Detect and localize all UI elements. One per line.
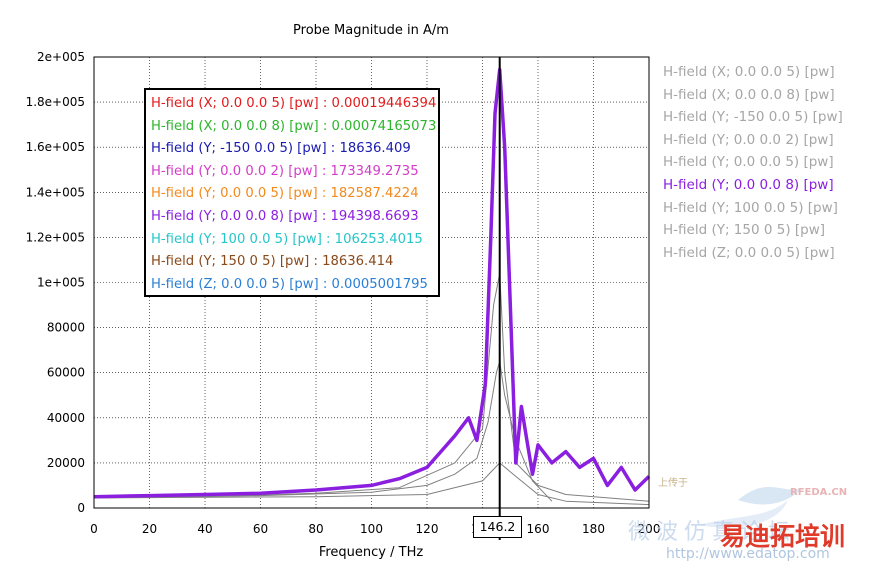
x-tick-label: 40 [197, 522, 212, 536]
y-tick-label: 1e+005 [37, 276, 85, 290]
y-tick-label: 80000 [47, 321, 85, 335]
x-tick-label: 60 [253, 522, 268, 536]
x-tick-label: 0 [90, 522, 98, 536]
y-tick-label: 1.2e+005 [26, 230, 85, 244]
legend-item[interactable]: H-field (Y; 150 0 5) [pw] [663, 222, 826, 239]
x-tick-label: 200 [638, 522, 661, 536]
tooltip-line: H-field (Y; 0.0 0.0 8) [pw] : 194398.669… [151, 208, 419, 224]
legend-item[interactable]: H-field (X; 0.0 0.0 5) [pw] [663, 64, 835, 80]
tooltip-line: H-field (Y; 0.0 0.0 2) [pw] : 173349.273… [151, 163, 419, 179]
legend-item[interactable]: H-field (Y; 0.0 0.0 5) [pw] [663, 154, 834, 171]
legend: H-field (X; 0.0 0.0 5) [pw] H-field (X; 0… [663, 61, 843, 264]
legend-item[interactable]: H-field (Y; 0.0 0.0 2) [pw] [663, 131, 834, 148]
x-tick-label: 20 [142, 522, 157, 536]
plot-frame [93, 56, 650, 509]
y-tick-label: 2e+005 [37, 50, 85, 64]
legend-item[interactable]: H-field (X; 0.0 0.0 8) [pw] [663, 86, 835, 103]
y-tick-label: 40000 [47, 411, 85, 425]
tooltip-line: H-field (Y; -150 0.0 5) [pw] : 18636.409 [151, 141, 411, 157]
x-tick-label: 180 [582, 522, 605, 536]
cursor-value-tooltip: H-field (X; 0.0 0.0 5) [pw] : 0.00019446… [144, 88, 440, 297]
tooltip-line: H-field (Y; 150 0 5) [pw] : 18636.414 [151, 254, 394, 270]
tooltip-line: H-field (Z; 0.0 0.0 5) [pw] : 0.00050017… [151, 276, 428, 292]
x-tick-label: 120 [416, 522, 439, 536]
y-tick-label: 20000 [47, 456, 85, 470]
cursor-frequency-label[interactable]: 146.2 [473, 516, 522, 538]
x-tick-label: 100 [360, 522, 383, 536]
chart-title: Probe Magnitude in A/m [293, 23, 449, 38]
x-axis-ticks: 020406080100120140160180200 [90, 522, 660, 536]
y-tick-label: 1.8e+005 [26, 95, 85, 109]
legend-item[interactable]: H-field (Z; 0.0 0.0 5) [pw] [663, 244, 835, 261]
y-tick-label: 0 [77, 501, 85, 515]
legend-item[interactable]: H-field (Y; 0.0 0.0 8) [pw] [663, 176, 834, 193]
tooltip-line: H-field (Y; 0.0 0.0 5) [pw] : 182587.422… [151, 186, 419, 202]
x-axis-label: Frequency / THz [319, 545, 424, 560]
tooltip-line: H-field (X; 0.0 0.0 8) [pw] : 0.00074165… [151, 118, 437, 134]
legend-item[interactable]: H-field (Y; -150 0.0 5) [pw] [663, 109, 843, 126]
tooltip-line: H-field (X; 0.0 0.0 5) [pw] : 0.00019446… [151, 96, 437, 111]
series-line [93, 273, 650, 502]
x-tick-label: 80 [308, 522, 323, 536]
y-tick-label: 1.4e+005 [26, 185, 85, 199]
legend-item[interactable]: H-field (Y; 100 0.0 5) [pw] [663, 199, 838, 216]
y-axis-ticks: 0 20000 40000 60000 80000 1e+005 1.2e+005 1.4e+… [26, 50, 85, 515]
y-tick-label: 60000 [47, 366, 85, 380]
tooltip-line: H-field (Y; 100 0.0 5) [pw] : 106253.401… [151, 231, 423, 247]
y-tick-label: 1.6e+005 [26, 140, 85, 154]
x-tick-label: 160 [527, 522, 550, 536]
